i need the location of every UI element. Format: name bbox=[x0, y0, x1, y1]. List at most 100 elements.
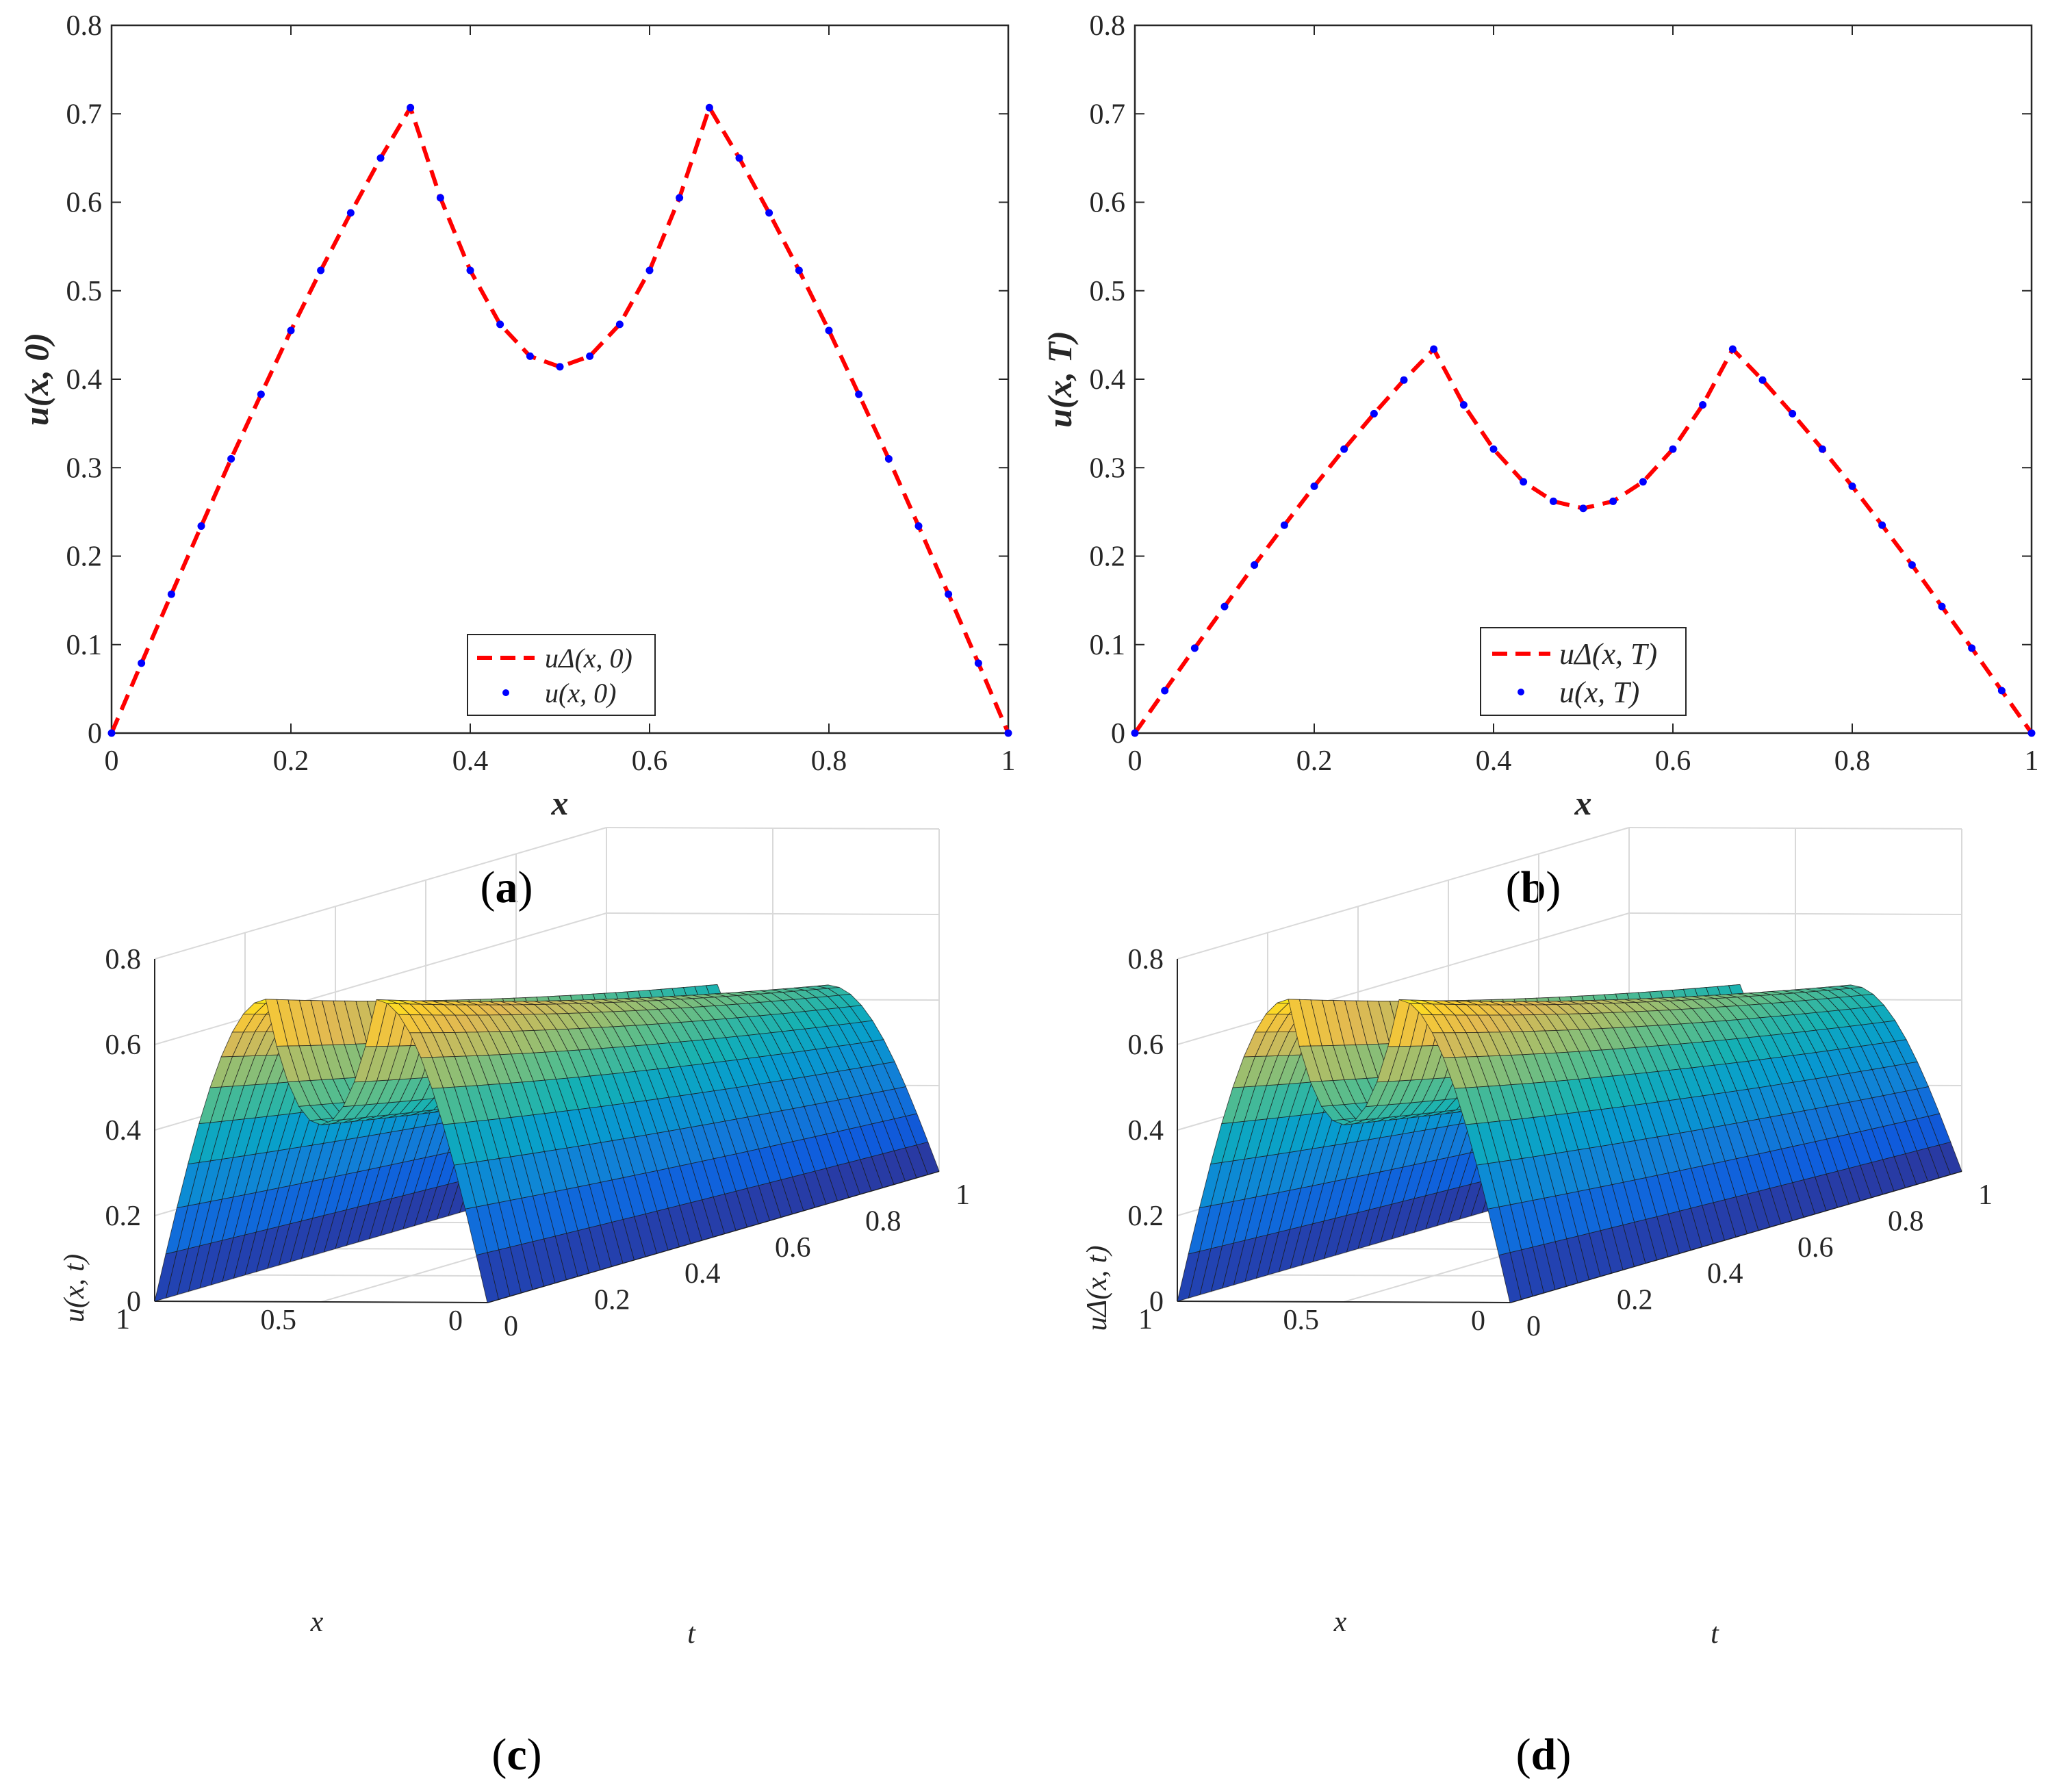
x-ticks-a: 0 0.2 0.4 0.6 0.8 1 bbox=[105, 25, 1016, 777]
surface-d bbox=[1177, 984, 1962, 1303]
legend-b: uΔ(x, T) u(x, T) bbox=[1480, 627, 1687, 716]
legend-label-b-1: u(x, T) bbox=[1559, 676, 1639, 709]
data-point-a bbox=[496, 320, 504, 329]
data-point-a bbox=[138, 659, 146, 667]
z-axis-label-c: u(x, t) bbox=[59, 1254, 90, 1322]
legend-label-a-0: uΔ(x, 0) bbox=[545, 643, 632, 674]
z-tick-label-d: 0.2 bbox=[1128, 1201, 1164, 1232]
data-point-a bbox=[945, 590, 953, 598]
legend-label-b-0: uΔ(x, T) bbox=[1559, 637, 1657, 671]
data-point-a bbox=[436, 194, 444, 202]
series-b bbox=[1131, 345, 2036, 737]
x-tick-label-d: 0.5 bbox=[1283, 1305, 1320, 1336]
data-point-a bbox=[407, 103, 415, 112]
z-tick-label-d: 0.8 bbox=[1128, 944, 1164, 975]
x-tick-label-b: 0.4 bbox=[1476, 745, 1512, 777]
y-tick-label-a: 0.8 bbox=[66, 10, 103, 42]
data-point-b bbox=[1878, 521, 1886, 529]
z-tick-label-c: 0 bbox=[127, 1286, 141, 1318]
t-tick-label-c: 0.4 bbox=[684, 1258, 721, 1290]
plot-area-b bbox=[1134, 24, 2033, 734]
data-point-b bbox=[1669, 445, 1677, 453]
y-tick-label-b: 0.4 bbox=[1090, 364, 1126, 396]
grid-line bbox=[154, 827, 607, 960]
data-point-b bbox=[1190, 644, 1199, 652]
legend-dot-sample-b bbox=[1518, 689, 1524, 695]
chart-a: 0 0.2 0.4 0.6 0.8 1 0 0.1 0.2 0.3 0.4 0.5 0.6 0.7 0.8… bbox=[17, 10, 1016, 912]
t-tick-label-d: 0 bbox=[1526, 1311, 1541, 1342]
t-tick-label-c: 0 bbox=[504, 1311, 518, 1342]
t-axis-label-c: t bbox=[687, 1618, 696, 1650]
data-point-b bbox=[1728, 345, 1737, 353]
z-tick-label-d: 0.4 bbox=[1128, 1115, 1164, 1147]
data-point-b bbox=[2027, 729, 2036, 737]
data-point-a bbox=[676, 194, 684, 202]
t-tick-label-c: 0.6 bbox=[775, 1232, 811, 1264]
data-point-b bbox=[1220, 602, 1229, 611]
x-axis-label-b: x bbox=[1574, 784, 1592, 822]
data-point-b bbox=[1758, 376, 1767, 384]
surface-patch bbox=[1938, 1141, 1962, 1175]
y-axis-label-b: u(x, T) bbox=[1040, 331, 1079, 428]
data-point-a bbox=[167, 590, 175, 598]
x-tick-label-b: 0.8 bbox=[1834, 745, 1871, 777]
x-tick-label-c: 0.5 bbox=[261, 1305, 297, 1336]
data-point-a bbox=[526, 352, 534, 360]
z-tick-label-c: 0.8 bbox=[105, 944, 142, 975]
data-point-a bbox=[376, 154, 385, 162]
data-point-a bbox=[556, 363, 564, 371]
chart-b: 0 0.2 0.4 0.6 0.8 1 0 0.1 0.2 0.3 0.4 0.5 0.6 0.7 0.8… bbox=[1040, 10, 2039, 912]
data-point-b bbox=[1968, 644, 1976, 652]
data-point-b bbox=[1430, 345, 1438, 353]
legend-label-a-1: u(x, 0) bbox=[545, 678, 616, 708]
data-point-b bbox=[1280, 521, 1288, 529]
data-point-a bbox=[197, 522, 205, 530]
y-tick-label-a: 0.5 bbox=[66, 276, 103, 307]
grid-line bbox=[154, 912, 607, 1045]
plot-area-a bbox=[110, 24, 1010, 734]
data-point-b bbox=[1459, 400, 1468, 409]
data-point-b bbox=[1908, 561, 1916, 569]
data-point-b bbox=[1251, 561, 1259, 569]
t-axis-label-d: t bbox=[1711, 1618, 1719, 1650]
data-point-b bbox=[1340, 445, 1348, 453]
data-point-b bbox=[1997, 687, 2006, 695]
z-axis-label-d: uΔ(x, t) bbox=[1081, 1246, 1113, 1331]
data-point-a bbox=[107, 729, 116, 737]
chart-d: 00.20.40.60.800.51 00.20.40.60.81 uΔ(x, t… bbox=[1081, 827, 1993, 1780]
data-point-a bbox=[287, 327, 295, 335]
panel-label-d: (d) bbox=[1516, 1730, 1572, 1780]
y-tick-label-a: 0.6 bbox=[66, 188, 103, 219]
x-tick-label-b: 0 bbox=[1128, 745, 1142, 777]
legend-box-b bbox=[1480, 627, 1687, 716]
t-tick-label-c: 0.8 bbox=[865, 1205, 901, 1237]
x-tick-label-a: 0.6 bbox=[632, 745, 668, 777]
x-tick-label-a: 0.8 bbox=[811, 745, 847, 777]
data-point-a bbox=[705, 103, 713, 112]
data-point-b bbox=[1549, 497, 1557, 505]
data-point-a bbox=[466, 266, 474, 274]
data-point-b bbox=[1938, 602, 1946, 611]
axis-edge bbox=[1177, 1301, 1511, 1303]
x-tick-label-d: 0 bbox=[1471, 1305, 1485, 1337]
t-tick-label-c: 0.2 bbox=[594, 1285, 630, 1316]
data-point-a bbox=[765, 209, 773, 217]
data-point-b bbox=[1400, 376, 1408, 384]
t-tick-label-d: 1 bbox=[1978, 1179, 1993, 1211]
y-tick-label-a: 0.3 bbox=[66, 452, 103, 484]
t-tick-label-d: 0.4 bbox=[1707, 1258, 1743, 1290]
y-tick-label-b: 0.7 bbox=[1090, 99, 1126, 130]
z-tick-label-c: 0.2 bbox=[105, 1201, 142, 1232]
data-point-a bbox=[735, 154, 743, 162]
y-tick-label-b: 0.3 bbox=[1090, 452, 1126, 484]
y-tick-label-a: 0.1 bbox=[66, 630, 103, 661]
t-tick-label-d: 0.8 bbox=[1888, 1205, 1924, 1237]
y-tick-label-b: 0.8 bbox=[1090, 10, 1126, 42]
x-tick-label-c: 1 bbox=[116, 1304, 130, 1335]
axis-edge bbox=[154, 1301, 488, 1303]
data-point-b bbox=[1848, 482, 1856, 490]
data-point-b bbox=[1520, 478, 1528, 486]
y-tick-label-b: 0.5 bbox=[1090, 276, 1126, 307]
t-tick-label-c: 1 bbox=[956, 1179, 970, 1211]
